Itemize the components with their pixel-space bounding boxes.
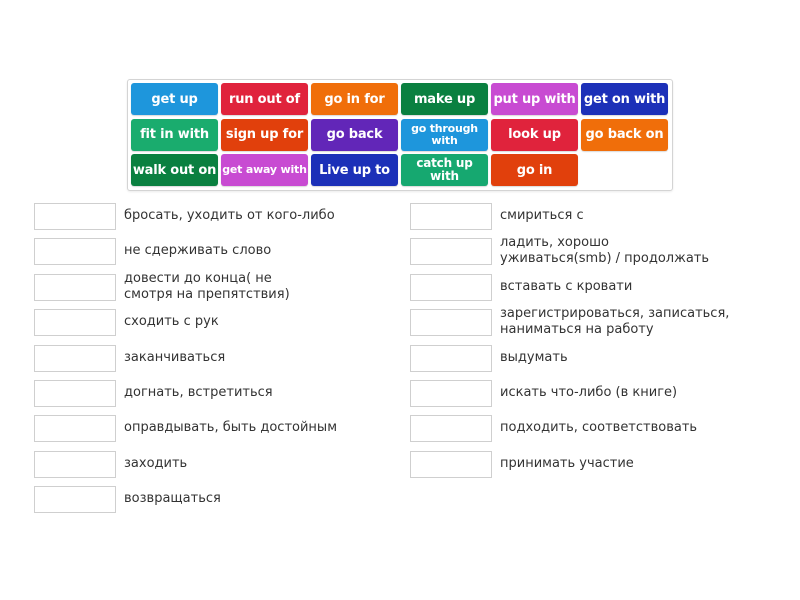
word-tile[interactable]: go back on	[581, 118, 668, 151]
definition-text: выдумать	[500, 349, 568, 365]
word-tile[interactable]: get on with	[581, 83, 668, 115]
word-tile[interactable]: walk out on	[131, 154, 218, 186]
definition-text: заканчиваться	[124, 349, 226, 365]
definition-text: возвращаться	[124, 491, 221, 507]
word-tile[interactable]: Live up to	[311, 154, 398, 186]
answer-drop-zone[interactable]	[410, 309, 492, 337]
definition-text: сходить с рук	[124, 314, 219, 330]
answer-drop-zone[interactable]	[410, 415, 492, 443]
answer-drop-zone[interactable]	[34, 203, 116, 230]
answer-drop-zone[interactable]	[34, 273, 116, 301]
word-tile[interactable]: go in	[491, 154, 578, 186]
definition-text: бросать, уходить от кого-либо	[124, 208, 335, 223]
word-tile[interactable]: make up	[401, 83, 488, 115]
word-tile[interactable]: look up	[491, 118, 578, 151]
answer-drop-zone[interactable]	[410, 380, 492, 407]
answer-drop-zone[interactable]	[34, 238, 116, 266]
answer-drop-zone[interactable]	[410, 450, 492, 478]
definition-text: оправдывать, быть достойным	[124, 420, 337, 436]
word-tile[interactable]: go in for	[311, 83, 398, 115]
answer-drop-zone[interactable]	[410, 273, 492, 301]
word-tile[interactable]: catch up with	[401, 154, 488, 186]
answer-drop-zone[interactable]	[34, 486, 116, 514]
answer-drop-zone[interactable]	[34, 309, 116, 337]
answer-drop-zone[interactable]	[410, 203, 492, 230]
definition-text: ладить, хорошо уживаться(smb) / продолжа…	[500, 235, 710, 267]
definition-text: искать что-либо (в книге)	[500, 385, 678, 400]
answer-drop-zone[interactable]	[34, 380, 116, 407]
answer-drop-zone[interactable]	[410, 238, 492, 266]
definition-text: не сдерживать слово	[124, 243, 272, 259]
word-tile[interactable]: go through with	[401, 118, 488, 151]
definition-text: довести до конца( не смотря на препятств…	[124, 270, 290, 302]
answer-drop-zone[interactable]	[410, 344, 492, 372]
answer-drop-zone[interactable]	[34, 415, 116, 443]
answer-drop-zone[interactable]	[34, 344, 116, 372]
definition-text: принимать участие	[500, 455, 634, 471]
definition-text: заходить	[124, 455, 188, 471]
definition-text: вставать с кровати	[500, 278, 633, 294]
definition-text: догнать, встретиться	[124, 385, 273, 400]
definition-text: зарегистрироваться, записаться, нанимать…	[500, 306, 730, 338]
word-tile[interactable]: sign up for	[221, 118, 308, 151]
answer-drop-zone[interactable]	[34, 450, 116, 478]
definition-text: подходить, соответствовать	[500, 420, 698, 436]
word-bank: get up run out of go in for make up put up w…	[127, 79, 673, 191]
word-tile[interactable]: go back	[311, 118, 398, 151]
word-tile[interactable]: run out of	[221, 83, 308, 115]
word-tile[interactable]: get up	[131, 83, 218, 115]
word-tile[interactable]: fit in with	[131, 118, 218, 151]
definition-text: смириться с	[500, 208, 584, 223]
word-tile[interactable]: put up with	[491, 83, 578, 115]
word-tile[interactable]: get away with	[221, 154, 308, 186]
